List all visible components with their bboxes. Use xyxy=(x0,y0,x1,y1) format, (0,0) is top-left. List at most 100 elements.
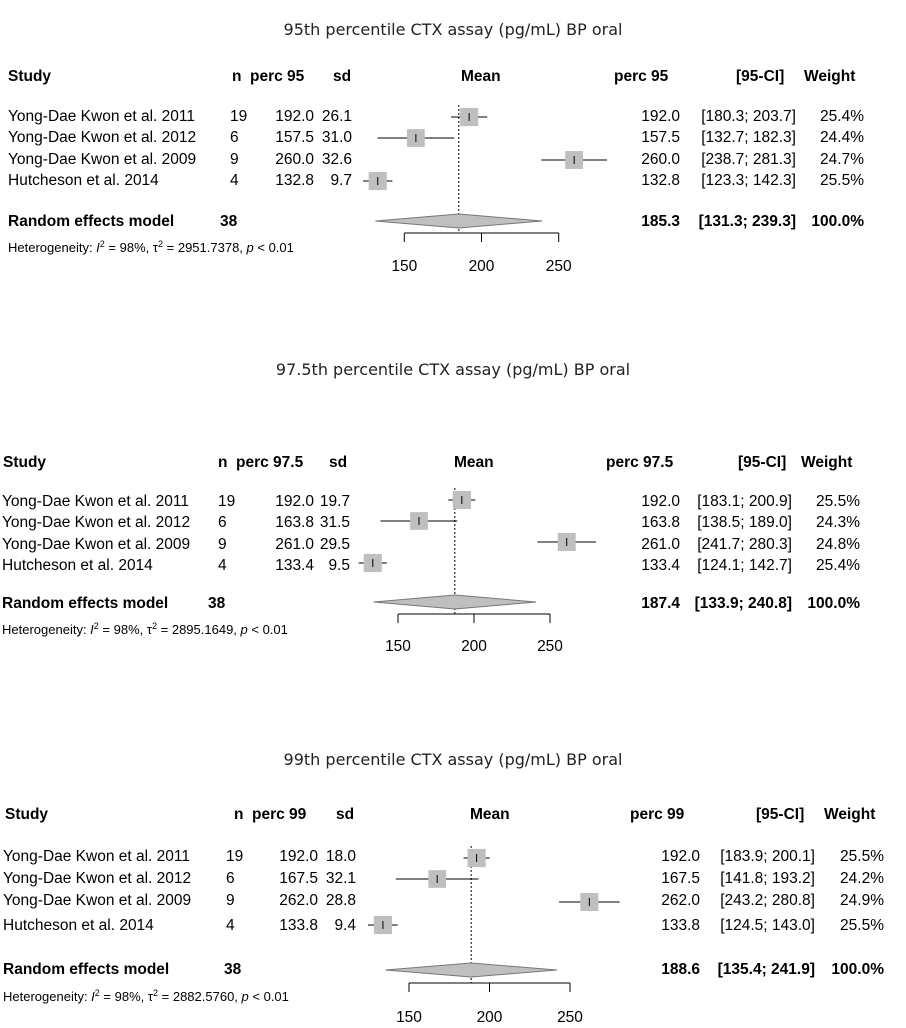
study-estimate: 192.0 xyxy=(641,493,680,510)
study-perc: 192.0 xyxy=(279,848,318,865)
heterogeneity-text: Heterogeneity: I2 = 98%, τ2 = 2951.7378,… xyxy=(8,239,294,255)
study-name: Yong-Dae Kwon et al. 2012 xyxy=(8,129,197,146)
study-perc: 260.0 xyxy=(275,151,314,168)
study-estimate: 167.5 xyxy=(661,870,700,887)
study-name: Yong-Dae Kwon et al. 2012 xyxy=(2,514,191,531)
study-estimate: 260.0 xyxy=(641,151,680,168)
forest-plot-95: 95th percentile CTX assay (pg/mL) BP ora… xyxy=(0,0,906,300)
study-name: Yong-Dae Kwon et al. 2012 xyxy=(3,870,192,887)
study-sd: 9.7 xyxy=(330,172,352,189)
study-weight: 25.5% xyxy=(820,172,864,189)
study-name: Hutcheson et al. 2014 xyxy=(3,917,154,934)
study-weight: 25.5% xyxy=(840,917,884,934)
header-study: Study xyxy=(8,68,52,85)
header-mean: Mean xyxy=(470,806,510,823)
study-n: 6 xyxy=(218,514,227,531)
study-weight: 24.9% xyxy=(840,892,884,909)
summary-diamond xyxy=(385,962,557,978)
summary-weight: 100.0% xyxy=(811,213,864,230)
forest-plot-graphic: 150 200 250 xyxy=(367,846,620,1026)
summary-n: 38 xyxy=(220,213,238,230)
forest-plot-97-5: 97.5th percentile CTX assay (pg/mL) BP o… xyxy=(0,350,906,670)
study-n: 6 xyxy=(230,129,239,146)
study-name: Yong-Dae Kwon et al. 2011 xyxy=(3,848,190,865)
study-perc: 262.0 xyxy=(279,892,318,909)
header-perc-right: perc 95 xyxy=(614,68,669,85)
study-name: Hutcheson et al. 2014 xyxy=(8,172,159,189)
header-perc-right: perc 99 xyxy=(630,806,685,823)
summary-label: Random effects model xyxy=(2,595,169,612)
study-name: Yong-Dae Kwon et al. 2009 xyxy=(3,892,192,909)
header-ci: [95-CI] xyxy=(756,806,805,823)
header-perc: perc 97.5 xyxy=(236,454,304,471)
study-name: Yong-Dae Kwon et al. 2011 xyxy=(8,108,195,125)
study-perc: 132.8 xyxy=(275,172,314,189)
header-ci: [95-CI] xyxy=(738,454,787,471)
study-weight: 24.2% xyxy=(840,870,884,887)
summary-ci: [133.9; 240.8] xyxy=(694,595,792,612)
header-study: Study xyxy=(3,454,47,471)
summary-diamond xyxy=(373,594,537,610)
summary-diamond xyxy=(375,213,543,229)
study-weight: 25.4% xyxy=(816,557,860,574)
header-sd: sd xyxy=(329,454,348,471)
study-weight: 24.8% xyxy=(816,536,860,553)
forest-plot-99: 99th percentile CTX assay (pg/mL) BP ora… xyxy=(0,700,906,1028)
x-tick-label: 250 xyxy=(557,1009,583,1026)
header-ci: [95-CI] xyxy=(736,68,785,85)
study-perc: 192.0 xyxy=(275,493,314,510)
study-perc: 133.4 xyxy=(275,557,314,574)
study-ci: [243.2; 280.8] xyxy=(720,892,815,909)
summary-estimate: 185.3 xyxy=(641,213,680,230)
x-tick-label: 200 xyxy=(461,638,487,655)
summary-ci: [131.3; 239.3] xyxy=(698,213,796,230)
heterogeneity-text: Heterogeneity: I2 = 98%, τ2 = 2895.1649,… xyxy=(2,621,288,637)
header-n: n xyxy=(234,806,244,823)
study-estimate: 261.0 xyxy=(641,536,680,553)
study-sd: 9.5 xyxy=(328,557,350,574)
study-ci: [241.7; 280.3] xyxy=(697,536,792,553)
summary-n: 38 xyxy=(224,961,242,978)
study-n: 4 xyxy=(230,172,239,189)
study-n: 4 xyxy=(218,557,227,574)
summary-weight: 100.0% xyxy=(807,595,860,612)
study-ci: [180.3; 203.7] xyxy=(701,108,796,125)
study-ci: [124.1; 142.7] xyxy=(697,557,792,574)
x-tick-label: 150 xyxy=(396,1009,422,1026)
study-estimate: 157.5 xyxy=(641,129,680,146)
study-estimate: 133.8 xyxy=(661,917,700,934)
summary-ci: [135.4; 241.9] xyxy=(717,961,815,978)
study-perc: 157.5 xyxy=(275,129,314,146)
study-perc: 133.8 xyxy=(279,917,318,934)
study-sd: 19.7 xyxy=(319,493,350,510)
study-ci: [238.7; 281.3] xyxy=(701,151,796,168)
study-n: 9 xyxy=(226,892,235,909)
study-estimate: 262.0 xyxy=(661,892,700,909)
plot-title: 97.5th percentile CTX assay (pg/mL) BP o… xyxy=(275,360,631,379)
study-name: Yong-Dae Kwon et al. 2009 xyxy=(2,536,191,553)
study-sd: 28.8 xyxy=(325,892,356,909)
study-sd: 32.1 xyxy=(325,870,356,887)
study-weight: 24.4% xyxy=(820,129,864,146)
study-estimate: 163.8 xyxy=(641,514,680,531)
study-weight: 25.5% xyxy=(840,848,884,865)
heterogeneity-text: Heterogeneity: I2 = 98%, τ2 = 2882.5760,… xyxy=(3,988,289,1004)
study-estimate: 132.8 xyxy=(641,172,680,189)
header-weight: Weight xyxy=(804,68,856,85)
header-mean: Mean xyxy=(454,454,494,471)
study-ci: [132.7; 182.3] xyxy=(701,129,796,146)
summary-estimate: 187.4 xyxy=(641,595,680,612)
header-perc-right: perc 97.5 xyxy=(606,454,674,471)
header-mean: Mean xyxy=(461,68,501,85)
plot-title: 95th percentile CTX assay (pg/mL) BP ora… xyxy=(283,20,623,39)
study-perc: 163.8 xyxy=(275,514,314,531)
header-perc: perc 99 xyxy=(252,806,307,823)
x-tick-label: 250 xyxy=(546,258,572,275)
study-ci: [183.9; 200.1] xyxy=(720,848,815,865)
study-ci: [138.5; 189.0] xyxy=(697,514,792,531)
summary-label: Random effects model xyxy=(3,961,170,978)
header-sd: sd xyxy=(336,806,355,823)
study-sd: 9.4 xyxy=(334,917,356,934)
forest-plot-graphic: 150 200 250 xyxy=(358,488,597,655)
header-n: n xyxy=(232,68,242,85)
